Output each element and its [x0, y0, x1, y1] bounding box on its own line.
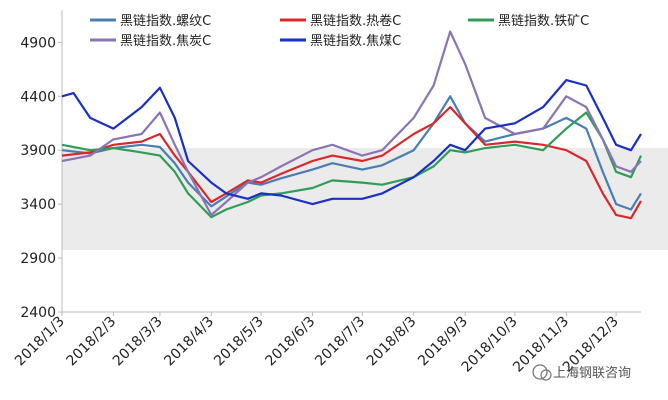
legend-label: 黑链指数.热卷C — [310, 13, 401, 29]
legend-label: 黑链指数.铁矿C — [498, 14, 589, 29]
series-line-4 — [61, 30, 642, 216]
y-tick-label: 3900 — [20, 143, 56, 159]
wechat-icon — [532, 364, 548, 380]
series-line-1 — [61, 95, 642, 211]
x-tick-label: 2018/7/3 — [312, 314, 368, 370]
y-tick-label: 2900 — [20, 251, 56, 267]
x-tick-label: 2018/4/3 — [161, 314, 217, 370]
y-tick-label: 2400 — [20, 305, 56, 321]
legend-label: 黑链指数.焦炭C — [120, 34, 211, 49]
y-tick-label: 3400 — [20, 197, 56, 213]
watermark-text: 上海钢联咨询 — [553, 366, 631, 381]
series-line-2 — [61, 105, 642, 220]
x-tick-label: 2018/1/3 — [12, 314, 68, 370]
series-line-3 — [61, 111, 642, 219]
legend-label: 黑链指数.螺纹C — [120, 14, 211, 29]
x-tick-label: 2018/6/3 — [263, 314, 319, 370]
series-line-5 — [61, 78, 642, 206]
x-tick-label: 2018/2/3 — [63, 314, 119, 370]
wechat-icon-inner — [540, 369, 552, 381]
x-tick-label: 2018/3/3 — [110, 314, 166, 370]
x-tick-label: 2018/5/3 — [211, 314, 267, 370]
legend-label: 黑链指数.焦煤C — [310, 34, 401, 49]
legend: 黑链指数.螺纹C 黑链指数.热卷C 黑链指数.铁矿C 黑链指数.焦炭C 黑链指数.焦煤C — [90, 13, 589, 49]
x-tick-label: 2018/8/3 — [364, 314, 420, 370]
series-layer — [61, 30, 642, 220]
watermark: 上海钢联咨询 — [532, 364, 631, 381]
y-tick-label: 4400 — [20, 89, 56, 105]
y-tick-label: 4900 — [20, 35, 56, 51]
